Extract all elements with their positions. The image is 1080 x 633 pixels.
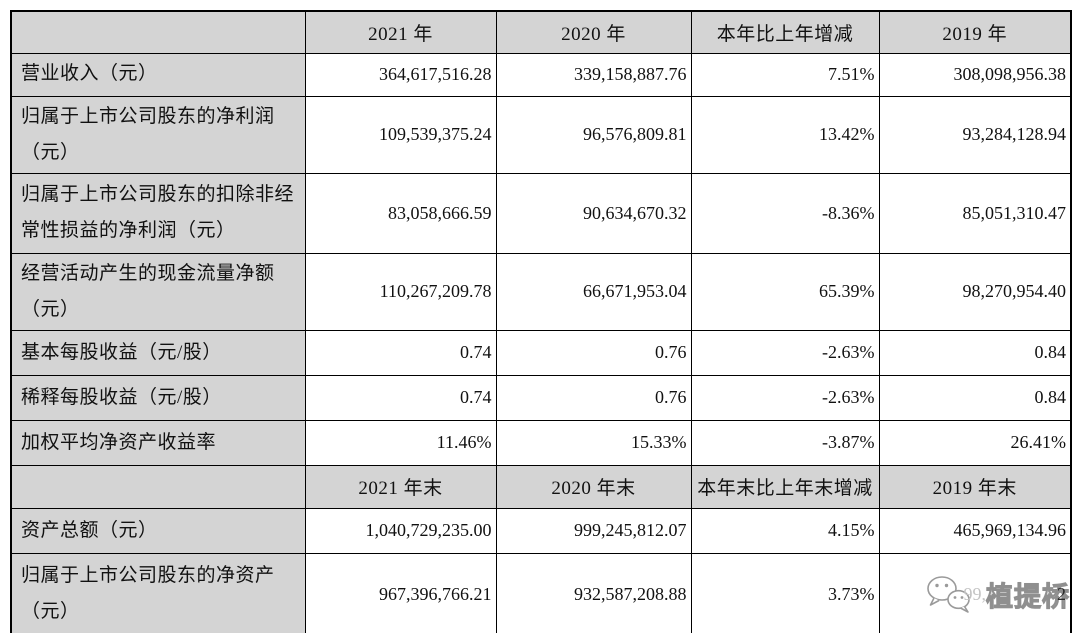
value-2019-obscured: 99, 植提桥 2 bbox=[878, 552, 1072, 633]
value-2020: 15.33% bbox=[495, 419, 692, 466]
value-2021: 83,058,666.59 bbox=[304, 172, 497, 254]
header-row-annual: 2021 年 2020 年 本年比上年增减 2019 年 bbox=[10, 10, 1072, 54]
row-label: 营业收入（元） bbox=[10, 52, 306, 97]
value-2020: 96,576,809.81 bbox=[495, 95, 692, 174]
value-2019: 98,270,954.40 bbox=[878, 252, 1072, 331]
value-change: 3.73% bbox=[690, 552, 880, 633]
value-2021: 1,040,729,235.00 bbox=[304, 507, 497, 554]
value-2020: 66,671,953.04 bbox=[495, 252, 692, 331]
column-header-2021: 2021 年 bbox=[304, 10, 497, 54]
value-2020: 999,245,812.07 bbox=[495, 507, 692, 554]
column-header-yoy-change: 本年比上年增减 bbox=[690, 10, 880, 54]
table-row-total-assets: 资产总额（元） 1,040,729,235.00 999,245,812.07 … bbox=[10, 507, 1072, 554]
value-2019: 0.84 bbox=[878, 374, 1072, 421]
value-change: -2.63% bbox=[690, 329, 880, 376]
value-2021: 109,539,375.24 bbox=[304, 95, 497, 174]
table-row-net-assets: 归属于上市公司股东的净资产（元） 967,396,766.21 932,587,… bbox=[10, 552, 1072, 633]
row-label: 基本每股收益（元/股） bbox=[10, 329, 306, 376]
value-2019: 26.41% bbox=[878, 419, 1072, 466]
watermark-text: 植提桥 bbox=[986, 581, 1070, 612]
obscured-digits-right: 2 bbox=[1057, 583, 1066, 604]
value-2019: 465,969,134.96 bbox=[878, 507, 1072, 554]
header-blank-cell bbox=[10, 464, 306, 509]
value-change: -2.63% bbox=[690, 374, 880, 421]
value-change: 4.15% bbox=[690, 507, 880, 554]
obscured-digits-left: 99, bbox=[963, 583, 987, 604]
row-label: 归属于上市公司股东的净利润（元） bbox=[10, 95, 306, 174]
row-label: 稀释每股收益（元/股） bbox=[10, 374, 306, 421]
value-2020: 0.76 bbox=[495, 374, 692, 421]
wechat-icon bbox=[926, 576, 970, 613]
value-2020: 0.76 bbox=[495, 329, 692, 376]
column-header-2021-year-end: 2021 年末 bbox=[304, 464, 497, 509]
value-2019: 85,051,310.47 bbox=[878, 172, 1072, 254]
value-2019: 0.84 bbox=[878, 329, 1072, 376]
header-row-year-end: 2021 年末 2020 年末 本年末比上年末增减 2019 年末 bbox=[10, 464, 1072, 509]
column-header-2020: 2020 年 bbox=[495, 10, 692, 54]
column-header-2019: 2019 年 bbox=[878, 10, 1072, 54]
table-row-net-profit: 归属于上市公司股东的净利润（元） 109,539,375.24 96,576,8… bbox=[10, 95, 1072, 174]
table-row-operating-cash-flow: 经营活动产生的现金流量净额（元） 110,267,209.78 66,671,9… bbox=[10, 252, 1072, 331]
table-row-basic-eps: 基本每股收益（元/股） 0.74 0.76 -2.63% 0.84 bbox=[10, 329, 1072, 376]
row-label: 经营活动产生的现金流量净额（元） bbox=[10, 252, 306, 331]
table-row-weighted-avg-roe: 加权平均净资产收益率 11.46% 15.33% -3.87% 26.41% bbox=[10, 419, 1072, 466]
row-label: 资产总额（元） bbox=[10, 507, 306, 554]
row-label: 归属于上市公司股东的扣除非经常性损益的净利润（元） bbox=[10, 172, 306, 254]
table-row-net-profit-excl-nonrecurring: 归属于上市公司股东的扣除非经常性损益的净利润（元） 83,058,666.59 … bbox=[10, 172, 1072, 254]
column-header-2019-year-end: 2019 年末 bbox=[878, 464, 1072, 509]
value-change: 7.51% bbox=[690, 52, 880, 97]
value-change: 13.42% bbox=[690, 95, 880, 174]
table-row-diluted-eps: 稀释每股收益（元/股） 0.74 0.76 -2.63% 0.84 bbox=[10, 374, 1072, 421]
value-2021: 0.74 bbox=[304, 374, 497, 421]
value-2019: 93,284,128.94 bbox=[878, 95, 1072, 174]
value-2021: 967,396,766.21 bbox=[304, 552, 497, 633]
column-header-year-end-change: 本年末比上年末增减 bbox=[690, 464, 880, 509]
value-2019: 308,098,956.38 bbox=[878, 52, 1072, 97]
header-blank-cell bbox=[10, 10, 306, 54]
row-label: 加权平均净资产收益率 bbox=[10, 419, 306, 466]
watermark: 99, 植提桥 2 bbox=[925, 574, 1070, 614]
column-header-2020-year-end: 2020 年末 bbox=[495, 464, 692, 509]
value-2021: 110,267,209.78 bbox=[304, 252, 497, 331]
value-change: -3.87% bbox=[690, 419, 880, 466]
value-change: -8.36% bbox=[690, 172, 880, 254]
value-2021: 11.46% bbox=[304, 419, 497, 466]
value-2020: 339,158,887.76 bbox=[495, 52, 692, 97]
row-label: 归属于上市公司股东的净资产（元） bbox=[10, 552, 306, 633]
value-change: 65.39% bbox=[690, 252, 880, 331]
value-2020: 932,587,208.88 bbox=[495, 552, 692, 633]
financial-summary-table: 2021 年 2020 年 本年比上年增减 2019 年 营业收入（元） 364… bbox=[10, 10, 1072, 633]
value-2021: 364,617,516.28 bbox=[304, 52, 497, 97]
table-row-revenue: 营业收入（元） 364,617,516.28 339,158,887.76 7.… bbox=[10, 52, 1072, 97]
value-2021: 0.74 bbox=[304, 329, 497, 376]
value-2020: 90,634,670.32 bbox=[495, 172, 692, 254]
